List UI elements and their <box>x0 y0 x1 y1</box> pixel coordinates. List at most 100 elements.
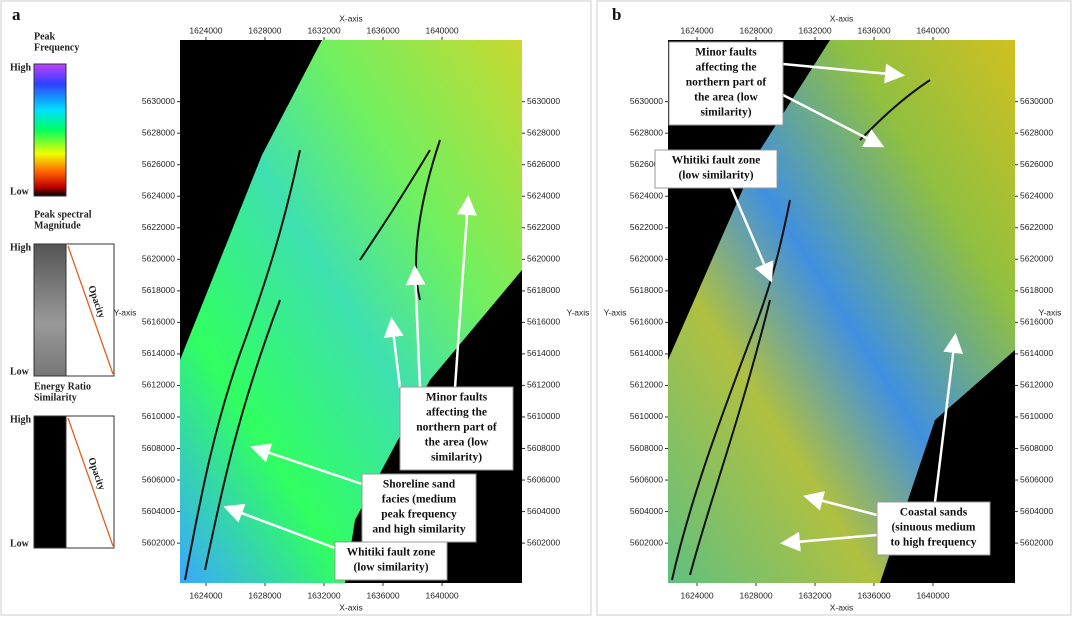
y-tick-label: 5610000 <box>1020 411 1053 421</box>
annotation-text: northern part of <box>686 77 767 89</box>
legend-title: Peak spectral <box>34 209 92 220</box>
y-tick-label: 5608000 <box>527 443 560 453</box>
annotation-text: (low similarity) <box>353 562 428 574</box>
x-tick-label: 1636000 <box>857 590 890 600</box>
x-tick-label: 1628000 <box>248 590 281 600</box>
x-axis-label: X-axis <box>339 602 363 612</box>
y-tick-label: 5622000 <box>527 222 560 232</box>
x-tick-label: 1624000 <box>189 590 222 600</box>
y-tick-label: 5624000 <box>1020 190 1053 200</box>
y-tick-label: 5624000 <box>630 190 663 200</box>
y-tick-label: 5618000 <box>1020 285 1053 295</box>
x-axis-label: X-axis <box>339 13 363 23</box>
y-tick-label: 5620000 <box>142 254 175 264</box>
y-tick-label: 5614000 <box>527 348 560 358</box>
y-tick-label: 5602000 <box>1020 537 1053 547</box>
x-tick-label: 1624000 <box>189 25 222 35</box>
x-tick-label: 1640000 <box>425 590 458 600</box>
y-tick-label: 5610000 <box>527 411 560 421</box>
legend-high: High <box>10 62 32 73</box>
y-tick-label: 5618000 <box>142 285 175 295</box>
annotation-text: peak frequency <box>381 509 457 521</box>
y-tick-label: 5614000 <box>1020 348 1053 358</box>
y-tick-label: 5612000 <box>1020 380 1053 390</box>
x-tick-label: 1628000 <box>739 25 772 35</box>
y-tick-label: 5612000 <box>630 380 663 390</box>
legend-high: High <box>10 414 32 425</box>
y-tick-label: 5604000 <box>630 506 663 516</box>
annotation-text: Whitiki fault zone <box>347 547 436 559</box>
annotation-text: Shoreline sand <box>383 479 456 491</box>
annotation-text: affecting the <box>426 407 487 419</box>
y-tick-label: 5602000 <box>527 537 560 547</box>
y-axis-label: Y-axis <box>1039 307 1062 317</box>
x-tick-label: 1632000 <box>798 590 831 600</box>
y-tick-label: 5612000 <box>142 380 175 390</box>
annotation-text: similarity) <box>700 107 751 119</box>
legend-low: Low <box>10 366 30 377</box>
x-tick-label: 1632000 <box>798 25 831 35</box>
annotation-text: Coastal sands <box>900 507 968 519</box>
legend-low: Low <box>10 538 30 549</box>
y-tick-label: 5608000 <box>630 443 663 453</box>
y-tick-label: 5622000 <box>142 222 175 232</box>
annotation-text: Whitiki fault zone <box>672 155 761 167</box>
y-tick-label: 5604000 <box>1020 506 1053 516</box>
x-tick-label: 1628000 <box>739 590 772 600</box>
y-tick-label: 5626000 <box>1020 159 1053 169</box>
y-tick-label: 5602000 <box>142 537 175 547</box>
legend-title: Similarity <box>34 392 77 403</box>
legend-high: High <box>10 242 32 253</box>
y-tick-label: 5622000 <box>630 222 663 232</box>
y-tick-label: 5606000 <box>1020 474 1053 484</box>
y-tick-label: 5626000 <box>142 159 175 169</box>
y-tick-label: 5616000 <box>1020 317 1053 327</box>
y-tick-label: 5606000 <box>630 474 663 484</box>
x-tick-label: 1632000 <box>307 25 340 35</box>
y-axis-label: Y-axis <box>114 307 137 317</box>
y-tick-label: 5622000 <box>1020 222 1053 232</box>
x-tick-label: 1640000 <box>916 25 949 35</box>
y-tick-label: 5620000 <box>527 254 560 264</box>
y-tick-label: 5616000 <box>527 317 560 327</box>
annotation-text: and high similarity <box>372 524 466 536</box>
x-axis-label: X-axis <box>830 13 854 23</box>
x-tick-label: 1636000 <box>857 25 890 35</box>
y-tick-label: 5628000 <box>630 127 663 137</box>
y-tick-label: 5614000 <box>630 348 663 358</box>
annotation-text: northern part of <box>416 422 497 434</box>
annotation-text: to high frequency <box>890 537 976 549</box>
y-tick-label: 5608000 <box>142 443 175 453</box>
y-tick-label: 5630000 <box>527 96 560 106</box>
annotation-text: affecting the <box>696 62 757 74</box>
y-tick-label: 5616000 <box>630 317 663 327</box>
legend-title: Magnitude <box>34 220 81 231</box>
y-axis-label: Y-axis <box>567 307 590 317</box>
legend-low: Low <box>10 186 30 197</box>
y-tick-label: 5616000 <box>142 317 175 327</box>
y-tick-label: 5604000 <box>527 506 560 516</box>
annotation-text: facies (medium <box>382 494 457 506</box>
annotation-text: Minor faults <box>426 392 488 404</box>
y-axis-label: Y-axis <box>604 307 627 317</box>
y-tick-label: 5618000 <box>527 285 560 295</box>
y-tick-label: 5628000 <box>1020 127 1053 137</box>
x-tick-label: 1636000 <box>366 25 399 35</box>
panel-label: b <box>612 5 621 24</box>
y-tick-label: 5630000 <box>630 96 663 106</box>
legend-swatch <box>34 64 66 196</box>
y-tick-label: 5610000 <box>630 411 663 421</box>
y-tick-label: 5608000 <box>1020 443 1053 453</box>
legend-swatch <box>34 244 66 376</box>
legend-title: Energy Ratio <box>34 381 91 392</box>
y-tick-label: 5612000 <box>527 380 560 390</box>
y-tick-label: 5630000 <box>142 96 175 106</box>
x-tick-label: 1628000 <box>248 25 281 35</box>
y-tick-label: 5624000 <box>142 190 175 200</box>
y-tick-label: 5618000 <box>630 285 663 295</box>
annotation-text: (sinuous medium <box>891 522 975 534</box>
y-tick-label: 5626000 <box>527 159 560 169</box>
y-tick-label: 5610000 <box>142 411 175 421</box>
y-tick-label: 5628000 <box>527 127 560 137</box>
figure: a162400016240001628000162800016320001632… <box>0 0 1073 617</box>
